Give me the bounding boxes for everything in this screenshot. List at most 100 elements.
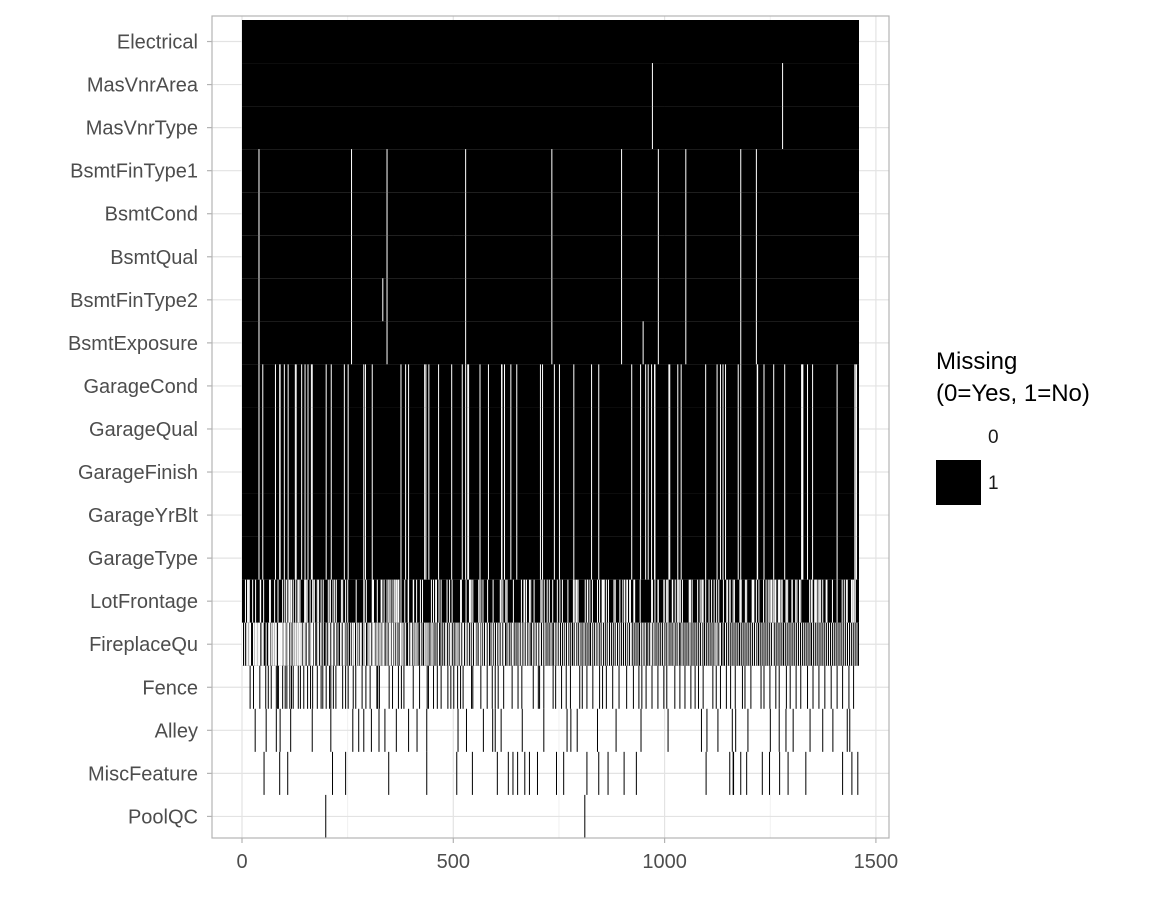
missing-mark-lotfrontage-183 xyxy=(705,579,707,623)
missing-mark-fireplacequ-140 xyxy=(433,622,435,666)
missing-mark-garagequal-54 xyxy=(668,407,670,451)
missing-mark-garagetype-44 xyxy=(573,536,575,580)
missing-mark-fireplacequ-318 xyxy=(773,622,775,666)
missing-mark-lotfrontage-182 xyxy=(702,579,704,623)
present-mark-fence-91 xyxy=(645,665,647,709)
missing-mark-garagecond-56 xyxy=(677,364,679,408)
missing-mark-garagefinish-43 xyxy=(558,450,560,494)
missing-mark-garagequal-59 xyxy=(716,407,718,451)
present-mark-fence-80 xyxy=(586,665,588,709)
missing-mark-bsmtcond-2 xyxy=(386,192,388,236)
missing-mark-lotfrontage-233 xyxy=(814,579,816,623)
missing-mark-fireplacequ-296 xyxy=(727,622,729,666)
present-mark-fence-2 xyxy=(259,665,261,709)
missing-mark-garagequal-75 xyxy=(836,407,838,451)
missing-mark-garageyrblt-66 xyxy=(757,493,759,537)
present-mark-fence-84 xyxy=(605,665,607,709)
missing-mark-fireplacequ-356 xyxy=(854,622,856,666)
missing-mark-fireplacequ-246 xyxy=(627,622,629,666)
missing-mark-fireplacequ-76 xyxy=(332,622,334,666)
present-mark-fence-43 xyxy=(400,665,402,709)
missing-mark-garagetype-31 xyxy=(467,536,469,580)
missing-mark-lotfrontage-198 xyxy=(740,579,742,623)
missing-mark-fireplacequ-305 xyxy=(746,622,748,666)
missing-mark-garagetype-0 xyxy=(258,536,260,580)
missing-mark-lotfrontage-211 xyxy=(771,579,773,623)
present-mark-alley-29 xyxy=(615,708,617,752)
missing-mark-bsmtfintype2-8 xyxy=(685,278,687,322)
missing-mark-bsmtfintype1-4 xyxy=(551,149,553,193)
present-mark-fence-99 xyxy=(690,665,692,709)
missing-mark-lotfrontage-189 xyxy=(722,579,724,623)
missing-mark-lotfrontage-112 xyxy=(528,579,530,623)
present-mark-fence-30 xyxy=(345,665,347,709)
present-mark-fence-76 xyxy=(565,665,567,709)
missing-mark-fireplacequ-170 xyxy=(484,622,486,666)
legend-title-line-0: Missing xyxy=(936,348,1017,375)
missing-mark-fireplacequ-109 xyxy=(382,622,384,666)
missing-mark-garageyrblt-49 xyxy=(645,493,647,537)
row-fill-masvnrtype xyxy=(242,106,859,150)
missing-mark-fireplacequ-72 xyxy=(327,622,329,666)
missing-mark-lotfrontage-41 xyxy=(334,579,336,623)
missing-mark-garagecond-66 xyxy=(757,364,759,408)
missing-mark-garagequal-66 xyxy=(757,407,759,451)
missing-mark-lotfrontage-30 xyxy=(312,579,314,623)
missing-mark-lotfrontage-105 xyxy=(505,579,507,623)
missing-mark-garagefinish-51 xyxy=(651,450,653,494)
missing-mark-fireplacequ-10 xyxy=(254,622,256,666)
present-mark-miscfeature-2 xyxy=(287,751,289,795)
missing-mark-garagetype-14 xyxy=(325,536,327,580)
missing-mark-garagefinish-33 xyxy=(479,450,481,494)
legend-key-0 xyxy=(936,414,981,459)
missing-mark-garagetype-23 xyxy=(408,536,410,580)
missing-mark-garagecond-16 xyxy=(343,364,345,408)
present-mark-fence-127 xyxy=(842,665,844,709)
present-mark-fence-83 xyxy=(602,665,604,709)
missing-mark-lotfrontage-106 xyxy=(506,579,508,623)
missing-mark-lotfrontage-42 xyxy=(335,579,337,623)
missing-mark-garagetype-50 xyxy=(647,536,649,580)
missing-mark-lotfrontage-94 xyxy=(470,579,472,623)
missing-mark-garagetype-63 xyxy=(737,536,739,580)
present-mark-miscfeature-21 xyxy=(623,751,625,795)
present-mark-fence-11 xyxy=(286,665,288,709)
missing-mark-fireplacequ-232 xyxy=(600,622,602,666)
missing-mark-garagecond-21 xyxy=(400,364,402,408)
missing-mark-fireplacequ-331 xyxy=(801,622,803,666)
missing-mark-lotfrontage-240 xyxy=(822,579,824,623)
present-mark-alley-13 xyxy=(395,708,397,752)
present-mark-fence-82 xyxy=(599,665,601,709)
missing-mark-bsmtexposure-4 xyxy=(551,321,553,365)
missing-mark-bsmtexposure-5 xyxy=(621,321,623,365)
missing-mark-garageyrblt-30 xyxy=(465,493,467,537)
missing-mark-garagecond-15 xyxy=(330,364,332,408)
present-mark-miscfeature-5 xyxy=(388,751,390,795)
y-tick-label-garageyrblt: GarageYrBlt xyxy=(88,505,198,527)
missing-mark-lotfrontage-62 xyxy=(392,579,394,623)
missing-mark-fireplacequ-59 xyxy=(307,622,309,666)
missing-mark-lotfrontage-37 xyxy=(327,579,329,623)
missing-mark-lotfrontage-229 xyxy=(800,579,802,623)
present-mark-fence-106 xyxy=(725,665,727,709)
present-mark-fence-111 xyxy=(750,665,752,709)
present-mark-fence-78 xyxy=(579,665,581,709)
missing-mark-garagequal-36 xyxy=(501,407,503,451)
missing-mark-garagetype-73 xyxy=(807,536,809,580)
missing-mark-fireplacequ-22 xyxy=(268,622,270,666)
present-mark-fence-97 xyxy=(679,665,681,709)
missing-mark-fireplacequ-122 xyxy=(401,622,403,666)
present-mark-fence-120 xyxy=(800,665,802,709)
missing-mark-fireplacequ-287 xyxy=(709,622,711,666)
missing-mark-fireplacequ-273 xyxy=(680,622,682,666)
missing-mark-lotfrontage-149 xyxy=(626,579,628,623)
missing-mark-fireplacequ-328 xyxy=(794,622,796,666)
missing-mark-lotfrontage-205 xyxy=(758,579,760,623)
missing-mark-lotfrontage-155 xyxy=(639,579,641,623)
missing-mark-fireplacequ-198 xyxy=(535,622,537,666)
missing-mark-fireplacequ-353 xyxy=(848,622,850,666)
missing-mark-fireplacequ-49 xyxy=(295,622,297,666)
missing-mark-fireplacequ-254 xyxy=(643,622,645,666)
present-mark-fence-103 xyxy=(712,665,714,709)
missing-mark-garageyrblt-19 xyxy=(364,493,366,537)
